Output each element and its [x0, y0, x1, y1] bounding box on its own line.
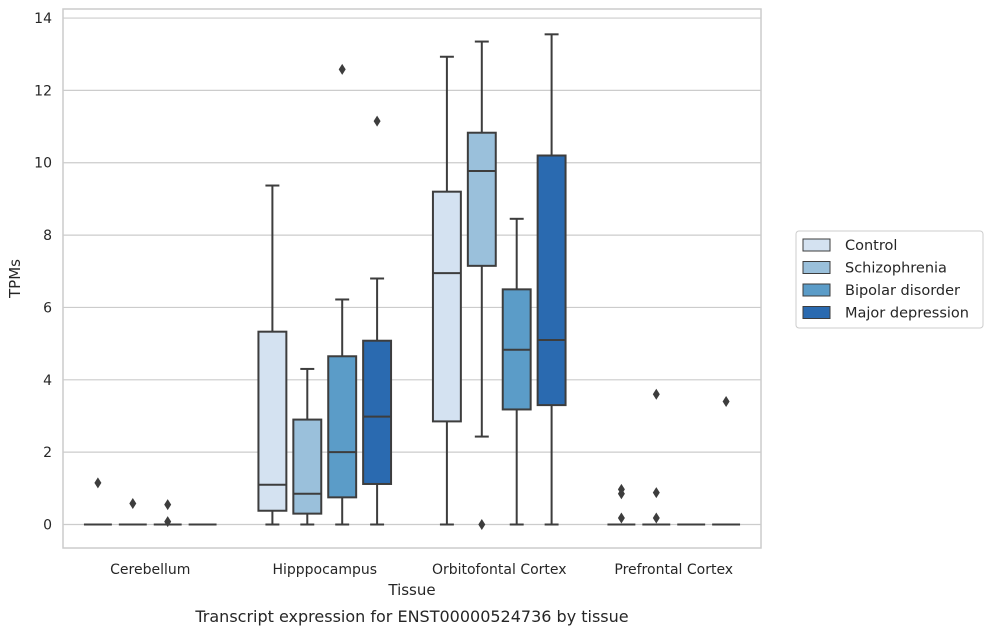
box-bipolar-disorder-hipppocampus [327, 63, 358, 526]
y-tick-label: 4 [43, 373, 52, 389]
legend: Control Schizophrenia Bipolar disorder Majo… [795, 230, 984, 329]
x-tick-label: Cerebellum [110, 562, 190, 578]
legend-label: Bipolar disorder [845, 283, 960, 299]
y-axis-label: TPMs [6, 259, 24, 299]
box-major-depression-hipppocampus [362, 115, 393, 526]
outlier-point [338, 63, 346, 75]
grid-lines [63, 17, 761, 526]
box-body [292, 418, 323, 515]
box-control-hipppocampus [257, 184, 288, 526]
outlier-point [652, 388, 660, 400]
x-tick-label: Hipppocampus [272, 562, 377, 578]
x-tick-label: Prefrontal Cortex [614, 562, 733, 578]
y-tick-label: 14 [34, 11, 52, 27]
plot-marks [83, 33, 741, 530]
legend-label: Major depression [845, 306, 969, 322]
outlier-point [164, 499, 172, 511]
legend-frame [795, 230, 984, 329]
box-body [327, 355, 358, 499]
box-major-depression-orbitofontal-cortex [536, 33, 567, 526]
legend-swatch [802, 283, 831, 297]
box-control-orbitofontal-cortex [431, 55, 462, 526]
y-tick-label: 10 [34, 156, 52, 172]
y-tick-label: 12 [34, 83, 52, 99]
box-major-depression-prefrontal-cortex [712, 395, 741, 526]
box-body [362, 339, 393, 485]
outlier-point [617, 512, 625, 524]
box-schizophrenia-hipppocampus [292, 367, 323, 526]
box-body [536, 154, 567, 407]
y-tick-label: 0 [43, 517, 52, 533]
y-tick-label: 8 [43, 228, 52, 244]
outlier-point [94, 477, 102, 489]
outlier-point [373, 115, 381, 127]
outlier-point [617, 488, 625, 500]
x-axis-label: Tissue [387, 581, 435, 599]
outlier-point [722, 395, 730, 407]
legend-swatch [802, 261, 831, 274]
outlier-point [652, 512, 660, 524]
box-control-prefrontal-cortex [607, 483, 636, 526]
legend-label: Control [845, 238, 897, 254]
outlier-point [652, 487, 660, 499]
plot-frame [62, 8, 762, 549]
x-axis: Cerebellum Hipppocampus Orbitofontal Corte… [110, 562, 733, 578]
x-tick-label: Orbitofontal Cortex [432, 562, 567, 578]
box-schizophrenia-cerebellum [118, 498, 147, 526]
legend-swatch [802, 238, 831, 252]
box-bipolar-disorder-orbitofontal-cortex [501, 217, 532, 526]
y-tick-label: 6 [43, 300, 52, 316]
chart-caption: Transcript expression for ENST0000052473… [194, 607, 628, 626]
outlier-point [478, 518, 486, 530]
legend-swatch [802, 306, 831, 319]
box-body [466, 131, 497, 267]
box-body [257, 330, 288, 512]
box-control-cerebellum [83, 477, 112, 526]
box-schizophrenia-orbitofontal-cortex [466, 40, 497, 530]
y-tick-label: 2 [43, 445, 52, 461]
y-axis: 0 2 4 6 8 10 12 14 [34, 11, 52, 533]
outlier-point [164, 516, 172, 528]
legend-label: Schizophrenia [845, 261, 947, 277]
box-body [431, 190, 462, 423]
box-bipolar-disorder-cerebellum [153, 499, 182, 528]
box-schizophrenia-prefrontal-cortex [642, 388, 671, 526]
outlier-point [129, 498, 137, 510]
